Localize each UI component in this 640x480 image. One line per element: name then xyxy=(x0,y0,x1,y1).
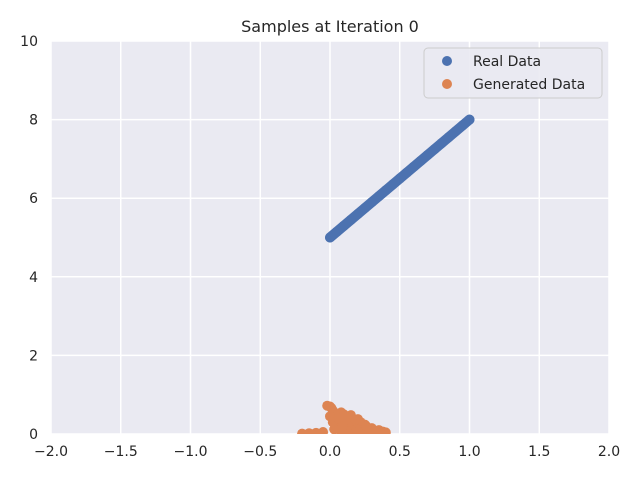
data-point xyxy=(422,149,433,160)
x-tick-label: 0.5 xyxy=(389,444,411,460)
data-point xyxy=(361,421,372,432)
data-point xyxy=(457,120,468,131)
x-tick-label: 2.0 xyxy=(598,444,620,460)
x-tick-label: 1.0 xyxy=(458,444,480,460)
data-point xyxy=(345,214,356,225)
series-generated-data xyxy=(297,400,391,434)
x-tick-label: −1.5 xyxy=(104,444,138,460)
legend-marker xyxy=(442,79,452,89)
data-point xyxy=(375,428,386,434)
y-axis-ticks: 0 2 4 6 8 10 xyxy=(20,34,38,443)
x-tick-label: −0.5 xyxy=(243,444,277,460)
data-point xyxy=(338,220,349,231)
data-point xyxy=(464,114,475,125)
grid-lines xyxy=(50,40,610,435)
x-axis-ticks: −2.0 −1.5 −1.0 −0.5 0.0 0.5 1.0 1.5 2.0 xyxy=(34,444,620,460)
data-point xyxy=(415,155,426,166)
legend-marker xyxy=(442,56,452,66)
data-series xyxy=(297,114,475,434)
legend-box xyxy=(423,47,603,99)
y-tick-label: 4 xyxy=(29,270,38,286)
series-real-data xyxy=(325,114,475,243)
data-point xyxy=(373,191,384,202)
data-point xyxy=(450,126,461,137)
data-point xyxy=(380,185,391,196)
y-tick-label: 6 xyxy=(29,191,38,207)
data-point xyxy=(387,179,398,190)
y-tick-label: 0 xyxy=(29,427,38,443)
y-tick-label: 10 xyxy=(20,34,38,50)
y-tick-label: 8 xyxy=(29,113,38,129)
data-point xyxy=(333,413,344,424)
x-tick-label: 1.5 xyxy=(528,444,550,460)
chart-title: Samples at Iteration 0 xyxy=(241,17,419,36)
y-tick-label: 2 xyxy=(29,348,38,364)
data-point xyxy=(429,144,440,155)
data-point xyxy=(325,232,335,243)
data-point xyxy=(366,197,377,208)
data-point xyxy=(443,132,454,143)
x-tick-label: −1.0 xyxy=(174,444,208,460)
data-point xyxy=(337,421,348,432)
legend: Real Data Generated Data xyxy=(423,47,603,99)
data-point xyxy=(352,427,363,434)
data-point xyxy=(352,208,363,219)
legend-label: Real Data xyxy=(473,54,541,70)
data-point xyxy=(408,161,419,172)
data-point xyxy=(329,424,340,434)
data-point xyxy=(297,428,308,434)
legend-label: Generated Data xyxy=(473,77,585,93)
x-tick-label: −2.0 xyxy=(34,444,68,460)
x-tick-label: 0.0 xyxy=(319,444,341,460)
data-point xyxy=(331,226,342,237)
data-point xyxy=(394,173,405,184)
data-point xyxy=(436,138,447,149)
data-point xyxy=(359,203,370,214)
data-point xyxy=(401,167,412,178)
